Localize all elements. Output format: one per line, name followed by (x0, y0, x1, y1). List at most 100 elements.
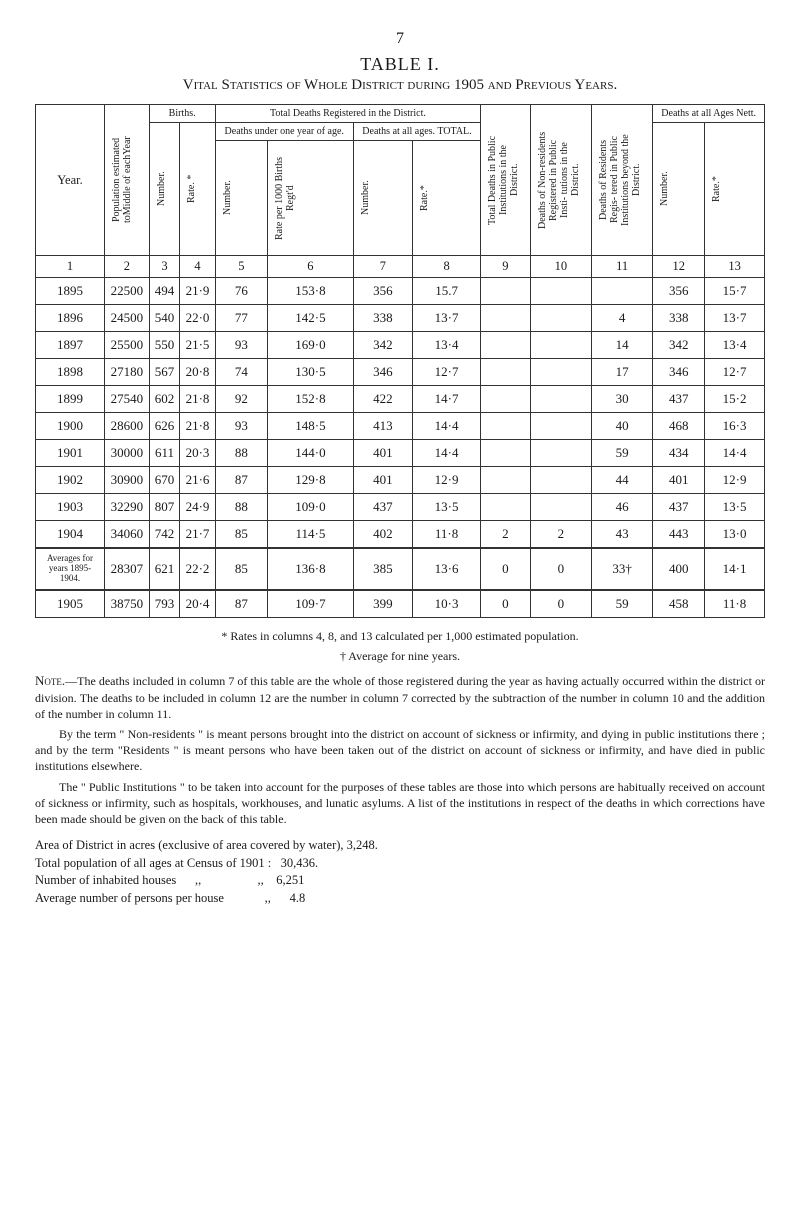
colnum: 3 (149, 256, 180, 278)
data-cell: 443 (653, 521, 705, 549)
data-cell: 422 (353, 386, 412, 413)
data-cell: 76 (215, 278, 267, 305)
data-cell: 494 (149, 278, 180, 305)
note-block: Note.—The deaths included in column 7 of… (35, 672, 765, 827)
data-cell: 807 (149, 494, 180, 521)
data-cell: 437 (353, 494, 412, 521)
note-label: Note. (35, 673, 65, 688)
data-cell (530, 467, 591, 494)
data-cell: 22·0 (180, 305, 215, 332)
houses-line-b: 6,251 (276, 873, 304, 887)
pop-line-b: 30,436. (281, 856, 319, 870)
subtitle: Vital Statistics of Whole District durin… (35, 77, 765, 94)
colnum: 11 (591, 256, 652, 278)
data-cell: 621 (149, 548, 180, 590)
data-cell: 27540 (105, 386, 150, 413)
data-cell: 402 (353, 521, 412, 549)
colnum: 9 (481, 256, 531, 278)
data-cell (530, 332, 591, 359)
data-cell: 13·4 (705, 332, 765, 359)
data-cell: 153·8 (268, 278, 354, 305)
data-cell (481, 305, 531, 332)
data-cell: 0 (530, 548, 591, 590)
head-births: Births. (149, 105, 215, 123)
avg-persons-a: Average number of persons per house (35, 891, 224, 905)
data-cell: 25500 (105, 332, 150, 359)
note-body: —The deaths included in column 7 of this… (35, 674, 765, 721)
data-cell: 169·0 (268, 332, 354, 359)
table-row: 19043406074221·785114·540211·8224344313·… (36, 521, 765, 549)
year-cell: 1903 (36, 494, 105, 521)
data-cell: 22500 (105, 278, 150, 305)
colnum: 1 (36, 256, 105, 278)
head-col10: Deaths of Non-residents Registered in Pu… (535, 126, 583, 234)
data-cell: 10·3 (412, 590, 480, 618)
table-row: 18952250049421·976153·835615.735615·7 (36, 278, 765, 305)
data-cell: 0 (530, 590, 591, 618)
table-row: 18962450054022·077142·533813·7433813·7 (36, 305, 765, 332)
data-cell: 437 (653, 494, 705, 521)
head-col9: Total Deaths in Public Institutions in t… (485, 126, 522, 234)
footnote-rates: * Rates in columns 4, 8, and 13 calculat… (35, 628, 765, 644)
data-cell: 611 (149, 440, 180, 467)
data-cell: 85 (215, 548, 267, 590)
table-row: 18972550055021·593169·034213·41434213·4 (36, 332, 765, 359)
year-cell: 1902 (36, 467, 105, 494)
data-cell: 602 (149, 386, 180, 413)
data-cell: 12·9 (412, 467, 480, 494)
data-cell: 13·0 (705, 521, 765, 549)
data-cell: 11·8 (412, 521, 480, 549)
data-cell (481, 494, 531, 521)
data-cell: 28600 (105, 413, 150, 440)
data-cell (481, 386, 531, 413)
data-cell: 14·1 (705, 548, 765, 590)
data-cell: 109·0 (268, 494, 354, 521)
data-cell: 346 (353, 359, 412, 386)
data-cell: 540 (149, 305, 180, 332)
data-cell: 468 (653, 413, 705, 440)
data-cell: 338 (653, 305, 705, 332)
bottom-block: Area of District in acres (exclusive of … (35, 837, 765, 907)
head-dat-num: Number. (657, 135, 672, 243)
data-cell: 28307 (105, 548, 150, 590)
table-row: 19002860062621·893148·541314·44046816·3 (36, 413, 765, 440)
data-cell (481, 278, 531, 305)
table-row: 18982718056720·874130·534612·71734612·7 (36, 359, 765, 386)
data-cell (481, 413, 531, 440)
year-cell: 1901 (36, 440, 105, 467)
head-total-deaths: Total Deaths Registered in the District. (215, 105, 481, 123)
note-p2: By the term " Non-residents " is meant p… (35, 726, 765, 775)
data-cell: 20·4 (180, 590, 215, 618)
data-cell: 401 (653, 467, 705, 494)
data-cell: 21·8 (180, 413, 215, 440)
data-cell: 626 (149, 413, 180, 440)
data-cell: 152·8 (268, 386, 354, 413)
avg-persons-b: 4.8 (290, 891, 306, 905)
data-cell: 12·9 (705, 467, 765, 494)
footnote-avg: † Average for nine years. (35, 648, 765, 664)
table-row: 18992754060221·892152·842214·73043715·2 (36, 386, 765, 413)
data-cell: 40 (591, 413, 652, 440)
head-deaths-at: Deaths at all Ages Nett. (653, 105, 765, 123)
data-cell (530, 305, 591, 332)
year-cell: 1898 (36, 359, 105, 386)
data-cell: 4 (591, 305, 652, 332)
data-cell: 21·5 (180, 332, 215, 359)
colnum: 4 (180, 256, 215, 278)
data-cell: 356 (653, 278, 705, 305)
head-col11: Deaths of Residents Regis- tered in Publ… (596, 126, 644, 234)
pop-line-a: Total population of all ages at Census o… (35, 856, 271, 870)
data-cell: 14·7 (412, 386, 480, 413)
data-cell: 27180 (105, 359, 150, 386)
head-deaths-under: Deaths under one year of age. (215, 123, 353, 141)
data-cell: 13·4 (412, 332, 480, 359)
data-cell: 92 (215, 386, 267, 413)
footnotes: * Rates in columns 4, 8, and 13 calculat… (35, 628, 765, 907)
table-row: Averages for years 1895-1904.2830762122·… (36, 548, 765, 590)
main-table: Year. Population estimated toMiddle of e… (35, 104, 765, 618)
data-cell: 14·4 (412, 413, 480, 440)
data-cell: 88 (215, 440, 267, 467)
data-cell: 742 (149, 521, 180, 549)
data-cell: 2 (530, 521, 591, 549)
data-cell: 88 (215, 494, 267, 521)
